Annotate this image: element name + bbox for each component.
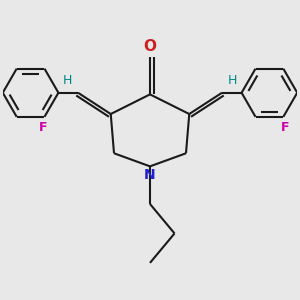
Text: H: H bbox=[63, 74, 72, 87]
Text: N: N bbox=[144, 168, 156, 182]
Text: F: F bbox=[281, 121, 289, 134]
Text: H: H bbox=[228, 74, 237, 87]
Text: O: O bbox=[143, 39, 157, 54]
Text: F: F bbox=[39, 121, 47, 134]
